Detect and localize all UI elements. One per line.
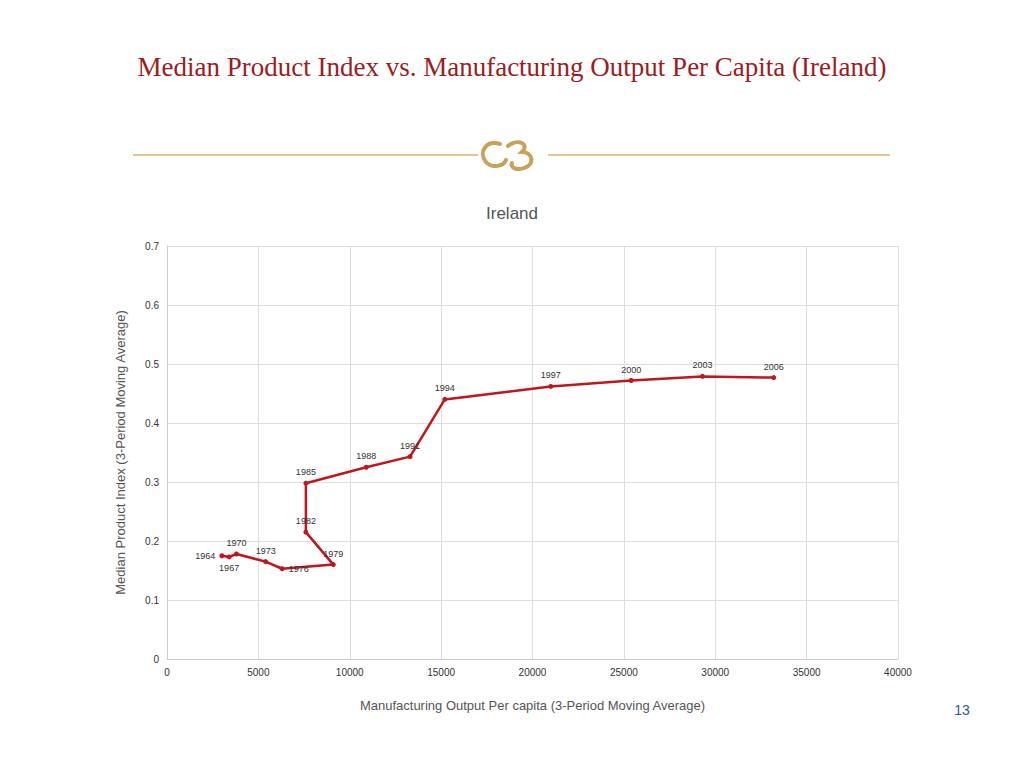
svg-text:1964: 1964 — [195, 551, 215, 561]
svg-text:25000: 25000 — [610, 667, 638, 678]
svg-text:0: 0 — [153, 654, 159, 665]
svg-text:30000: 30000 — [701, 667, 729, 678]
svg-text:1994: 1994 — [435, 383, 455, 393]
svg-text:0.2: 0.2 — [145, 536, 159, 547]
svg-text:0.4: 0.4 — [145, 418, 159, 429]
html-text:13: 13 — [954, 702, 970, 718]
svg-text:Median Product Index (3-Period: Median Product Index (3-Period Moving Av… — [113, 310, 128, 594]
svg-text:0.7: 0.7 — [145, 241, 159, 252]
svg-text:15000: 15000 — [427, 667, 455, 678]
svg-text:1997: 1997 — [541, 370, 561, 380]
svg-text:1991: 1991 — [400, 441, 420, 451]
html-text:Median Product Index vs. Manuf: Median Product Index vs. Manufacturing O… — [137, 52, 887, 82]
svg-text:1979: 1979 — [323, 549, 343, 559]
svg-text:0: 0 — [164, 667, 170, 678]
svg-text:0.1: 0.1 — [145, 595, 159, 606]
svg-text:1976: 1976 — [289, 564, 309, 574]
svg-text:Manufacturing Output Per capit: Manufacturing Output Per capita (3-Perio… — [360, 698, 705, 713]
svg-text:0.6: 0.6 — [145, 300, 159, 311]
svg-text:40000: 40000 — [884, 667, 912, 678]
svg-text:Ireland: Ireland — [486, 204, 538, 223]
svg-text:1988: 1988 — [356, 451, 376, 461]
svg-text:0.5: 0.5 — [145, 359, 159, 370]
svg-text:1970: 1970 — [226, 538, 246, 548]
svg-text:2000: 2000 — [621, 365, 641, 375]
svg-text:2006: 2006 — [764, 362, 784, 372]
svg-text:35000: 35000 — [793, 667, 821, 678]
svg-text:1982: 1982 — [296, 516, 316, 526]
svg-text:5000: 5000 — [247, 667, 270, 678]
svg-text:2003: 2003 — [692, 360, 712, 370]
svg-text:10000: 10000 — [336, 667, 364, 678]
svg-text:1973: 1973 — [256, 546, 276, 556]
svg-text:0.3: 0.3 — [145, 477, 159, 488]
svg-text:1985: 1985 — [296, 467, 316, 477]
svg-text:1967: 1967 — [219, 563, 239, 573]
svg-text:20000: 20000 — [519, 667, 547, 678]
